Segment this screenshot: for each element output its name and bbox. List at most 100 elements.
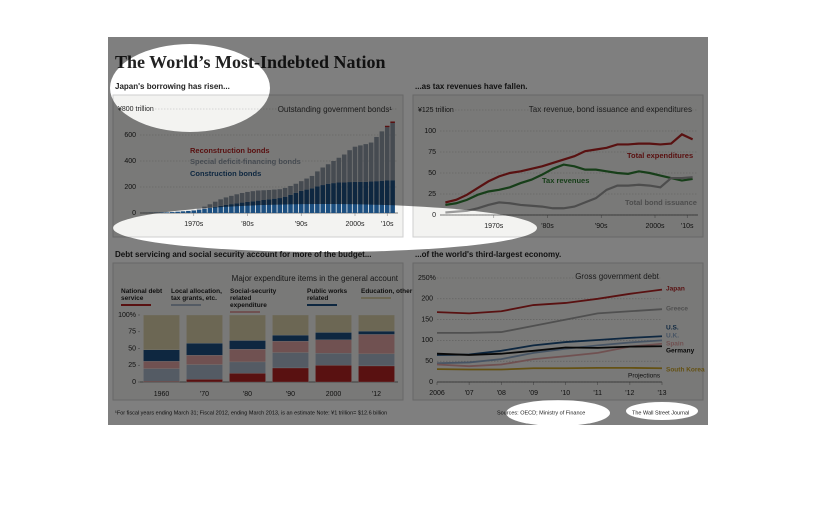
x-tick-label: '80	[243, 391, 252, 398]
x-tick-label: '07	[465, 390, 474, 397]
y-tick-label: 0	[429, 379, 433, 386]
legend-entry: Social-security related expenditure	[230, 288, 286, 313]
x-tick-label: '70	[200, 391, 209, 398]
bar-segment	[261, 190, 266, 200]
bar-segment	[272, 340, 309, 353]
bar-segment	[229, 373, 266, 383]
y-tick-label: 50	[128, 345, 136, 352]
bar-segment	[363, 144, 369, 182]
bar-segment	[266, 189, 272, 200]
series-label: U.K.	[666, 333, 679, 340]
bar-segment	[272, 314, 309, 336]
bar-segment	[169, 212, 175, 213]
bar-segment	[212, 201, 218, 207]
x-tick-label: 1960	[154, 391, 170, 398]
bar-segment	[309, 175, 315, 189]
bar-segment	[202, 208, 207, 213]
annotation: Projections	[628, 373, 661, 380]
bar-segment	[266, 199, 272, 213]
bar-segment	[331, 161, 336, 184]
bar-segment	[384, 127, 390, 181]
x-tick-label: '10	[561, 390, 570, 397]
bar-segment	[272, 367, 309, 383]
y-tick-label: 100	[421, 337, 433, 344]
bar-segment	[336, 157, 342, 183]
bar-segment	[331, 183, 336, 213]
bar-segment	[358, 334, 395, 355]
bar-segment	[347, 182, 352, 213]
y-tick-label: 75	[428, 149, 436, 156]
bar-segment	[325, 183, 331, 213]
bar-segment	[298, 190, 304, 213]
bar-segment	[196, 209, 202, 213]
bar-segment	[358, 314, 395, 332]
credit: The Wall Street Journal	[632, 410, 689, 416]
bar-segment	[191, 210, 197, 213]
y-tick-label: 200	[124, 184, 136, 191]
series-label: Special deficit-financing bonds	[190, 157, 301, 166]
bar-segment	[277, 189, 283, 199]
legend-swatch	[307, 304, 337, 306]
series-label: Tax revenues	[542, 176, 589, 185]
series-label: Total bond issuance	[625, 198, 697, 207]
y-tick-label: ¥125 trillion	[418, 107, 454, 114]
y-tick-label: 25	[428, 191, 436, 198]
bar-segment	[234, 194, 240, 204]
bar-segment	[223, 197, 229, 205]
x-tick-label: 1970s	[184, 221, 204, 228]
legend-swatch	[230, 311, 260, 313]
y-tick-label: 400	[124, 158, 136, 165]
bar-segment	[196, 208, 202, 210]
y-tick-label: 200	[421, 296, 433, 303]
bar-segment	[352, 146, 358, 182]
bar-segment	[325, 164, 331, 184]
y-tick-label: 100	[424, 128, 436, 135]
bar-segment	[315, 186, 320, 213]
bar-segment	[250, 191, 256, 202]
bar-segment	[255, 190, 261, 201]
bar-segment	[143, 349, 180, 362]
bar-segment	[384, 180, 390, 213]
legend-entry: Education, other	[361, 288, 417, 299]
x-tick-label: 2000s	[345, 221, 365, 228]
y-tick-label: 0	[132, 210, 136, 217]
legend-entry: Local allocation, tax grants, etc.	[171, 288, 227, 306]
bar-segment	[164, 212, 170, 213]
legend-entry: Public works related	[307, 288, 363, 306]
bar-segment	[368, 142, 374, 182]
x-tick-label: '12	[372, 391, 381, 398]
bar-segment	[390, 180, 395, 213]
bar-segment	[341, 154, 347, 183]
chart-subtitle: Major expenditure items in the general a…	[232, 274, 399, 283]
bar-segment	[186, 364, 223, 380]
bar-segment	[255, 200, 261, 213]
bar-segment	[186, 355, 223, 365]
bar-segment	[374, 136, 379, 182]
bar-segment	[293, 192, 299, 213]
bar-segment	[186, 314, 223, 344]
bar-segment	[374, 181, 379, 213]
x-tick-label: 2006	[429, 390, 445, 397]
bar-segment	[309, 188, 315, 213]
chart-subtitle: Tax revenue, bond issuance and expenditu…	[529, 105, 692, 114]
bar-segment	[229, 314, 266, 341]
legend-label: Education, other	[361, 288, 413, 295]
bar-segment	[358, 330, 395, 335]
footnote: ¹For fiscal years ending March 31; Fisca…	[115, 410, 387, 416]
x-tick-label: '08	[497, 390, 506, 397]
legend-swatch	[361, 297, 391, 299]
bar-segment	[207, 204, 213, 208]
series-label: Reconstruction bonds	[190, 146, 270, 155]
bar-segment	[272, 189, 277, 199]
bar-segment	[315, 353, 352, 366]
chart-heading: Japan's borrowing has risen...	[115, 82, 230, 91]
bar-segment	[358, 181, 363, 213]
bar-segment	[358, 353, 395, 367]
legend-swatch	[171, 304, 201, 306]
y-tick-label: 250%	[418, 275, 436, 282]
x-tick-label: '13	[657, 390, 666, 397]
bar-segment	[358, 145, 363, 182]
bar-segment	[229, 204, 234, 213]
bar-segment	[304, 189, 309, 213]
bar-segment	[202, 206, 207, 209]
